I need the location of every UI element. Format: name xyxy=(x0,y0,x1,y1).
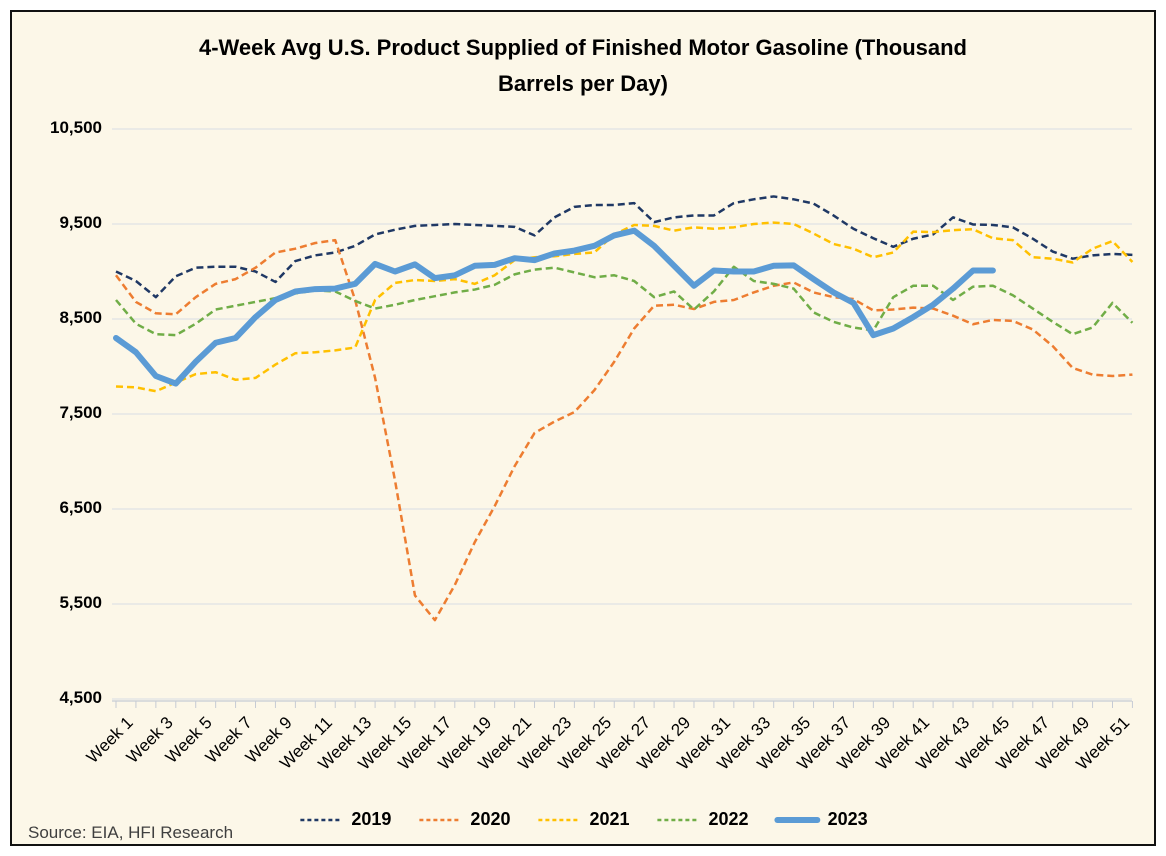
y-axis-label: 7,500 xyxy=(59,403,102,422)
legend-swatch-2023 xyxy=(774,816,821,823)
plot-svg xyxy=(112,128,1134,708)
y-axis-label: 4,500 xyxy=(59,688,102,707)
chart-title: 4-Week Avg U.S. Product Supplied of Fini… xyxy=(198,35,967,97)
legend: 2019 2020 2021 2022 xyxy=(298,809,868,830)
legend-label-2020: 2020 xyxy=(470,809,511,829)
y-axis-labels: 10,500 9,500 8,500 7,500 6,500 5,500 4,500 xyxy=(12,118,102,711)
legend-item-2022: 2022 xyxy=(656,809,749,830)
series-line-2023 xyxy=(113,227,996,387)
legend-swatch-2019 xyxy=(300,818,343,821)
legend-swatch-2022 xyxy=(657,818,700,821)
series-line-2019 xyxy=(115,195,1133,299)
legend-swatch-2020 xyxy=(419,818,462,821)
legend-item-2023: 2023 xyxy=(774,809,868,830)
series-line-2020 xyxy=(114,238,1133,622)
y-axis-label: 8,500 xyxy=(59,308,102,327)
legend-swatch-2021 xyxy=(538,818,581,821)
legend-label-2019: 2019 xyxy=(351,809,392,829)
legend-label-2022: 2022 xyxy=(708,809,749,829)
y-axis-label: 5,500 xyxy=(59,593,102,612)
legend-item-2019: 2019 xyxy=(298,809,391,830)
legend-label-2023: 2023 xyxy=(827,809,868,829)
chart-border-box: 4-Week Avg U.S. Product Supplied of Fini… xyxy=(10,10,1156,846)
x-axis-labels: Week 1 Week 3 Week 5 Week 7 Week 9 Week 11 Wee… xyxy=(12,12,1154,844)
series-line-2021 xyxy=(115,221,1134,393)
y-axis-label: 10,500 xyxy=(50,118,102,137)
y-axis-label: 9,500 xyxy=(59,213,102,232)
source-note: Source: EIA, HFI Research xyxy=(28,823,234,842)
legend-item-2020: 2020 xyxy=(417,809,510,830)
y-axis-label: 6,500 xyxy=(59,498,102,517)
legend-label-2021: 2021 xyxy=(589,809,630,829)
legend-item-2021: 2021 xyxy=(536,809,630,830)
